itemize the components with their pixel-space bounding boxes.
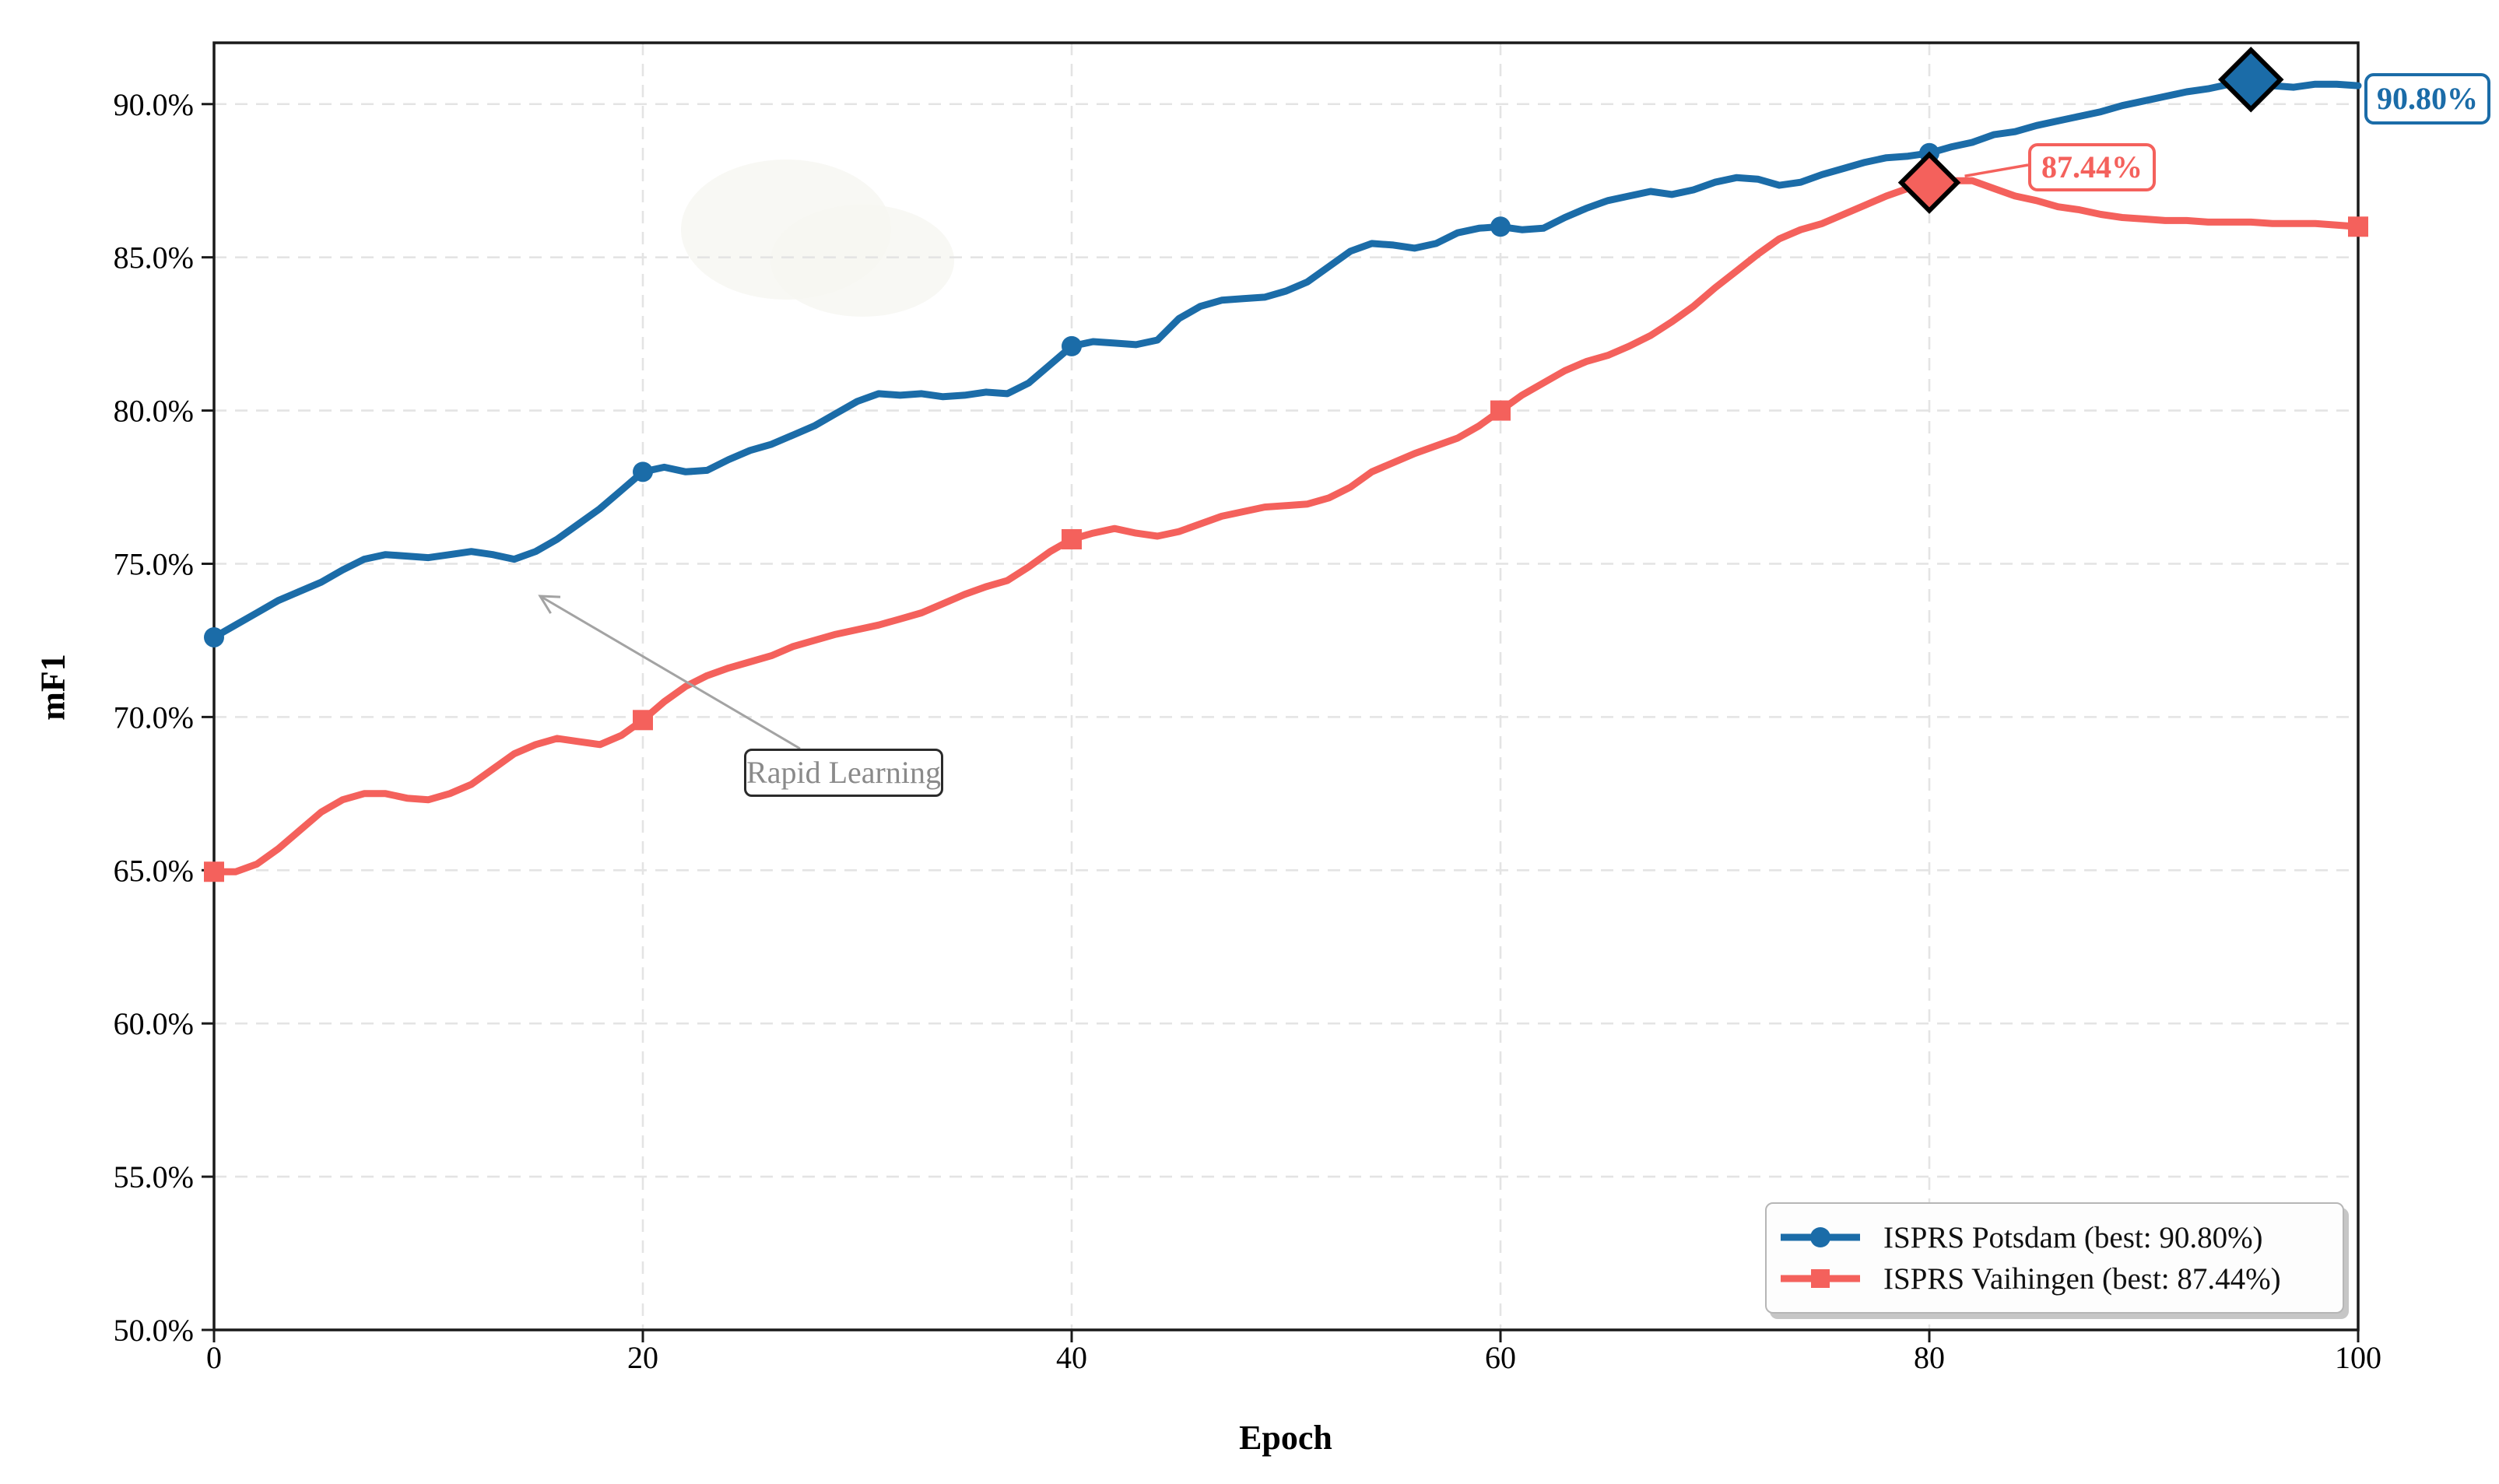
legend-label-vaihingen: ISPRS Vaihingen (best: 87.44%) (1883, 1261, 2281, 1296)
rapid-learning-arrow (539, 595, 801, 750)
marker-square-vaihingen (1062, 528, 1082, 549)
x-tick-label: 80 (1914, 1340, 1945, 1375)
y-tick-label: 80.0% (114, 394, 194, 429)
marker-square-vaihingen (2348, 216, 2368, 237)
y-tick-label: 55.0% (114, 1159, 194, 1195)
x-axis-label: Epoch (1239, 1419, 1332, 1457)
marker-circle-potsdam (204, 626, 224, 647)
y-tick-label: 85.0% (114, 240, 194, 275)
plot-border (212, 41, 2360, 1331)
x-tick-label: 0 (206, 1340, 222, 1375)
series-line-vaihingen (210, 177, 2362, 875)
annotation-rapid-learning: Rapid Learning (744, 749, 943, 797)
legend: ISPRS Potsdam (best: 90.80%) ISPRS Vaihi… (1765, 1202, 2344, 1314)
x-tick-label: 40 (1056, 1340, 1087, 1375)
marker-square-vaihingen (1490, 400, 1511, 421)
marker-square-vaihingen (204, 861, 224, 882)
watermark-blob (770, 205, 954, 317)
best-marker-diamond-potsdam (2218, 47, 2284, 113)
legend-item-potsdam: ISPRS Potsdam (best: 90.80%) (1778, 1220, 2335, 1255)
marker-square-vaihingen (633, 710, 653, 731)
marker-circle-potsdam (633, 461, 653, 482)
legend-swatch-potsdam-icon (1781, 1227, 1860, 1247)
x-tick-label: 60 (1485, 1340, 1516, 1375)
annotation-connector-vaihingen (1964, 163, 2029, 177)
x-tick-label: 100 (2335, 1340, 2381, 1375)
series-line-potsdam (210, 75, 2362, 641)
annotation-best-vaihingen: 87.44% (2028, 143, 2156, 191)
y-tick-label: 50.0% (114, 1313, 194, 1348)
marker-circle-potsdam (1490, 216, 1511, 237)
annotation-best-potsdam: 90.80% (2364, 73, 2490, 125)
legend-swatch-vaihingen-icon (1781, 1269, 1860, 1288)
y-tick-label: 90.0% (114, 87, 194, 122)
legend-item-vaihingen: ISPRS Vaihingen (best: 87.44%) (1778, 1261, 2335, 1296)
y-tick-label: 70.0% (114, 700, 194, 735)
y-tick-label: 60.0% (114, 1006, 194, 1041)
best-marker-diamond-vaihingen (1897, 151, 1961, 214)
x-tick-label: 20 (627, 1340, 658, 1375)
rapid-learning-arrowhead-icon (538, 595, 561, 614)
legend-label-potsdam: ISPRS Potsdam (best: 90.80%) (1883, 1220, 2263, 1254)
y-axis-label: mF1 (33, 654, 72, 721)
y-tick-label: 75.0% (114, 546, 194, 581)
marker-circle-potsdam (1062, 335, 1082, 356)
y-tick-label: 65.0% (114, 853, 194, 888)
